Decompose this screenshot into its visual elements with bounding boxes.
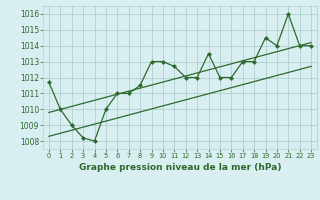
X-axis label: Graphe pression niveau de la mer (hPa): Graphe pression niveau de la mer (hPa) [79, 163, 281, 172]
